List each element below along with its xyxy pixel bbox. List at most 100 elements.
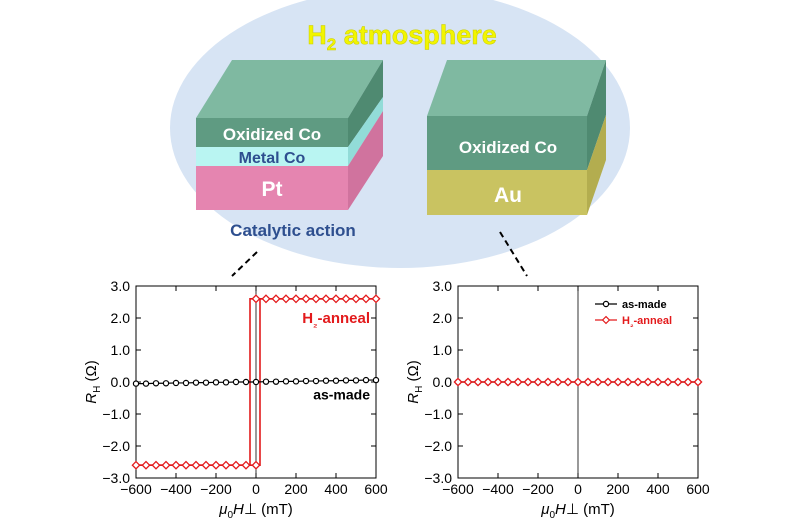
y-tick-label: 2.0 [111, 310, 131, 326]
as-made-marker [232, 378, 240, 386]
y-tick-label: −2.0 [102, 438, 130, 454]
h2-anneal-marker [573, 377, 583, 387]
h2-anneal-marker [211, 460, 221, 470]
h2-anneal-marker [563, 377, 573, 387]
h2-anneal-marker [543, 377, 553, 387]
y-axis-label: RH (Ω) [83, 360, 103, 403]
as-made-marker [262, 378, 270, 385]
h2-anneal-marker [683, 377, 693, 387]
as-made-marker [302, 377, 310, 385]
h2-anneal-marker [171, 460, 181, 470]
y-tick-label: −3.0 [424, 470, 452, 486]
h2-anneal-marker [281, 294, 291, 304]
h2-anneal-marker [603, 377, 613, 387]
h2-anneal-marker [251, 294, 261, 304]
y-tick-label: 0.0 [433, 374, 453, 390]
right-hall-chart: −600 −400 −200 0 200 400 600 3.0 2.0 1.0 0.0 −1.0 −2… [405, 278, 710, 521]
h2-anneal-marker [261, 294, 271, 304]
h2-anneal-marker [613, 377, 623, 387]
left-metal-co-side [348, 97, 383, 166]
as-made-marker [252, 378, 260, 386]
as-made-marker [222, 379, 230, 386]
as-made-marker [242, 378, 250, 386]
h2-anneal-marker [361, 294, 371, 304]
x-tick-label: −200 [522, 481, 554, 497]
x-tick-label: 400 [324, 481, 348, 497]
h2-anneal-marker [341, 294, 351, 304]
h2-anneal-marker [161, 460, 171, 470]
h2-anneal-marker [351, 294, 361, 304]
h2-anneal-marker [643, 377, 653, 387]
as-made-marker [282, 378, 290, 385]
h2-anneal-marker [201, 460, 211, 470]
as-made-marker [152, 380, 160, 387]
x-tick-label: −400 [482, 481, 514, 497]
legend-marker [602, 300, 610, 308]
left-connector-dashed [231, 251, 258, 277]
legend-marker [601, 315, 611, 325]
as-made-marker [272, 378, 280, 385]
h2-anneal-marker [331, 294, 341, 304]
y-tick-label: −1.0 [424, 406, 452, 422]
y-tick-label: −3.0 [102, 470, 130, 486]
h2-anneal-marker [141, 460, 151, 470]
y-tick-label: 3.0 [111, 278, 131, 294]
h2-anneal-marker [371, 294, 381, 304]
h2-anneal-marker [231, 460, 241, 470]
y-tick-label: 3.0 [433, 278, 453, 294]
as-made-marker [172, 379, 180, 387]
as-made-marker [372, 376, 380, 384]
h2-anneal-marker [533, 377, 543, 387]
left-metal-co-front [196, 147, 348, 166]
right-oxidized-co-front [427, 116, 587, 170]
h2-anneal-marker [673, 377, 683, 387]
legend-label: as-made [622, 299, 667, 311]
h2-anneal-marker [513, 377, 523, 387]
h2-anneal-marker [151, 460, 161, 470]
as-made-marker [202, 379, 210, 386]
x-axis-label: μ0H⊥ (mT) [540, 501, 615, 521]
h2-anneal-marker [583, 377, 593, 387]
x-tick-label: 0 [574, 481, 582, 497]
right-au-front [427, 170, 587, 215]
left-pt-front [196, 166, 348, 210]
h2-anneal-marker [553, 377, 563, 387]
as-made-marker [132, 380, 140, 387]
y-tick-label: 2.0 [433, 310, 453, 326]
left-oxidized-co-top [196, 60, 383, 118]
as-made-marker [312, 377, 320, 385]
h2-anneal-marker [633, 377, 643, 387]
x-axis-label: μ0H⊥ (mT) [218, 501, 293, 521]
x-tick-label: 400 [646, 481, 670, 497]
legend-label: H₂-anneal [622, 315, 672, 329]
x-tick-label: −200 [200, 481, 232, 497]
left-oxidized-co-label: Oxidized Co [223, 125, 321, 144]
y-tick-label: −1.0 [102, 406, 130, 422]
right-au-side [587, 115, 606, 215]
y-tick-label: 1.0 [433, 342, 453, 358]
x-tick-label: −400 [160, 481, 192, 497]
h2-anneal-marker [593, 377, 603, 387]
h2-anneal-marker [271, 294, 281, 304]
h2-anneal-marker [453, 377, 463, 387]
y-tick-label: −2.0 [424, 438, 452, 454]
y-tick-label: 0.0 [111, 374, 131, 390]
h2-anneal-marker [693, 377, 703, 387]
h2-anneal-marker [623, 377, 633, 387]
as-made-marker [332, 377, 340, 384]
as-made-marker [192, 379, 200, 386]
x-tick-label: 600 [364, 481, 388, 497]
h2-anneal-marker [181, 460, 191, 470]
h2-anneal-marker [663, 377, 673, 387]
x-tick-label: 200 [284, 481, 308, 497]
as-made-marker [292, 378, 300, 385]
h2-anneal-marker [653, 377, 663, 387]
x-tick-label: −600 [120, 481, 152, 497]
as-made-marker [362, 376, 370, 384]
y-axis-label: RH (Ω) [405, 360, 425, 403]
as-made-annotation: as-made [313, 387, 370, 403]
as-made-marker [162, 380, 170, 387]
h2-anneal-marker [131, 460, 141, 470]
as-made-marker [352, 377, 360, 384]
